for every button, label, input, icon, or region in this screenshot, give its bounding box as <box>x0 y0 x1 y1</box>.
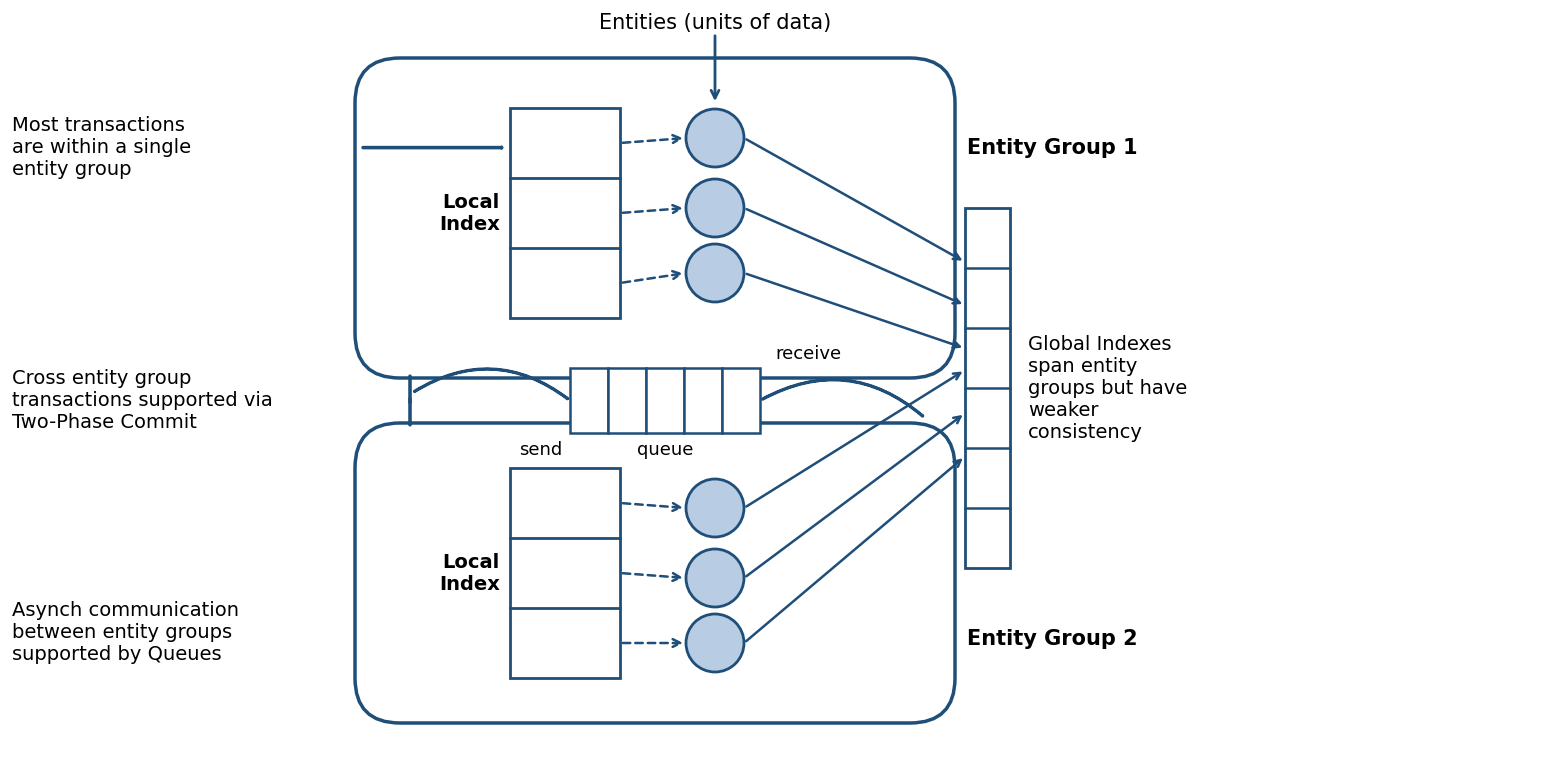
Circle shape <box>686 109 744 167</box>
Text: receive: receive <box>775 345 841 363</box>
Text: Local
Index: Local Index <box>439 193 499 233</box>
Text: Entities (units of data): Entities (units of data) <box>598 13 832 33</box>
Text: Cross entity group
transactions supported via
Two-Phase Commit: Cross entity group transactions supporte… <box>12 369 272 432</box>
Bar <box>608 368 646 433</box>
Text: Entity Group 1: Entity Group 1 <box>966 137 1138 157</box>
Circle shape <box>686 244 744 302</box>
Text: Most transactions
are within a single
entity group: Most transactions are within a single en… <box>12 116 192 179</box>
Text: queue: queue <box>637 441 693 459</box>
Bar <box>510 468 620 678</box>
FancyArrowPatch shape <box>363 147 502 148</box>
Text: Asynch communication
between entity groups
supported by Queues: Asynch communication between entity grou… <box>12 601 240 664</box>
Bar <box>722 368 761 433</box>
Text: Global Indexes
span entity
groups but have
weaker
consistency: Global Indexes span entity groups but ha… <box>1028 335 1187 442</box>
Circle shape <box>686 179 744 237</box>
FancyArrowPatch shape <box>762 379 923 416</box>
Circle shape <box>686 479 744 537</box>
Text: Local
Index: Local Index <box>439 552 499 594</box>
Bar <box>510 108 620 318</box>
Bar <box>683 368 722 433</box>
FancyArrowPatch shape <box>414 369 567 399</box>
Text: Entity Group 2: Entity Group 2 <box>966 629 1138 649</box>
Circle shape <box>686 614 744 672</box>
Bar <box>646 368 683 433</box>
Text: send: send <box>519 441 563 459</box>
Bar <box>965 208 1010 568</box>
Bar <box>570 368 608 433</box>
Circle shape <box>686 549 744 607</box>
